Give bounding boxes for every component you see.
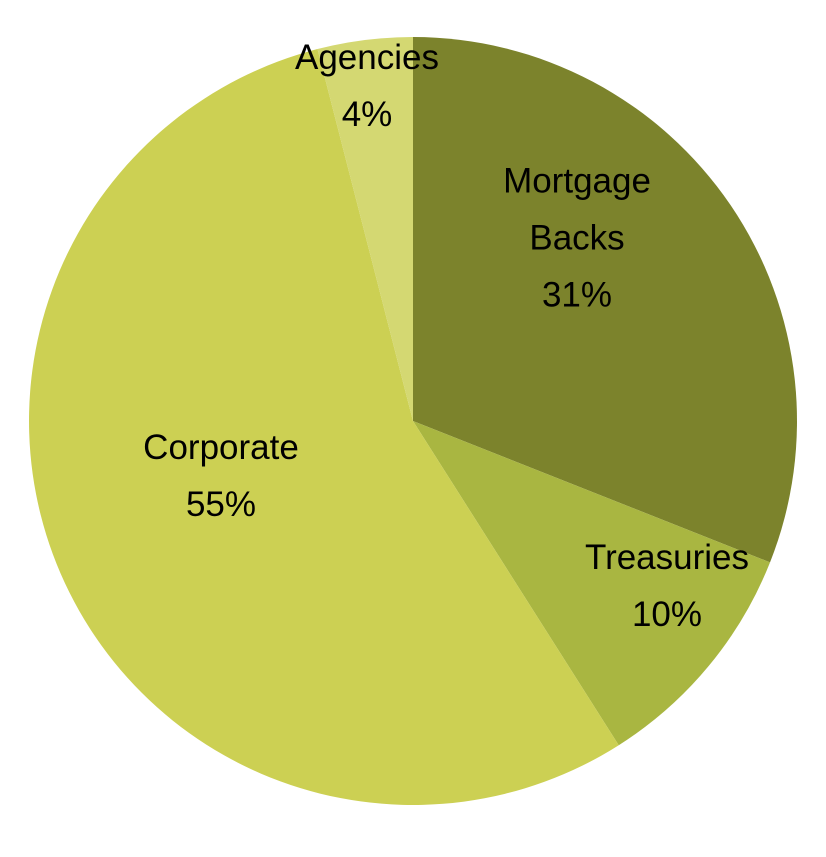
slice-name-agencies: Agencies [295, 38, 439, 77]
pie-slice-treasuries [413, 421, 771, 746]
slice-name-corporate: Corporate [143, 428, 299, 467]
slice-name-mortgage-backs: Mortgage [503, 161, 651, 200]
slice-label-treasuries: Treasuries 10% [585, 538, 749, 634]
pie-slice-mortgage-backs [413, 37, 797, 563]
pie-slices [29, 37, 797, 805]
slice-value-treasuries: 10% [632, 595, 702, 634]
slice-name-treasuries: Treasuries [585, 538, 749, 577]
pie-slice-agencies [317, 37, 413, 421]
slice-label-mortgage-backs: Mortgage Backs 31% [503, 161, 651, 314]
slice-label-agencies: Agencies 4% [295, 38, 439, 134]
slice-label-corporate: Corporate 55% [143, 428, 299, 524]
slice-name-mortgage-backs: Backs [529, 218, 624, 257]
slice-value-mortgage-backs: 31% [542, 275, 612, 314]
slice-value-agencies: 4% [342, 95, 393, 134]
slice-labels: Mortgage Backs 31% Treasuries 10% Corporate 55… [143, 38, 749, 634]
pie-slice-corporate [29, 49, 619, 805]
slice-value-corporate: 55% [186, 485, 256, 524]
